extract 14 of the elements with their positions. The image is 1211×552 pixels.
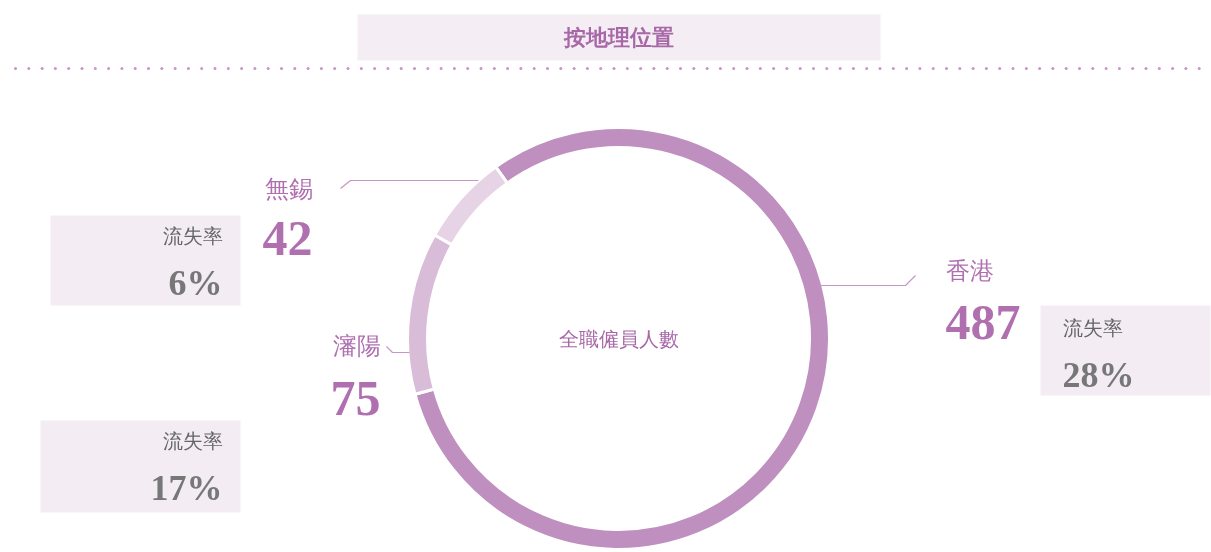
text: 17% xyxy=(150,467,223,508)
text: 全職僱員人數 xyxy=(558,327,679,350)
text: 28% xyxy=(1062,354,1135,395)
slice-label: 香港 xyxy=(945,257,994,284)
text: 流失率 xyxy=(162,224,223,247)
chart-title: 按地理位置 xyxy=(562,25,674,50)
data-label: 75 xyxy=(330,370,381,426)
slice-label: 無錫 xyxy=(264,175,313,202)
text: 流失率 xyxy=(162,429,223,452)
data-label: 42 xyxy=(262,210,313,266)
text: 流失率 xyxy=(1062,316,1123,339)
slice-label: 瀋陽 xyxy=(332,332,381,359)
text: 6% xyxy=(168,262,223,303)
data-label: 487 xyxy=(945,294,1021,350)
